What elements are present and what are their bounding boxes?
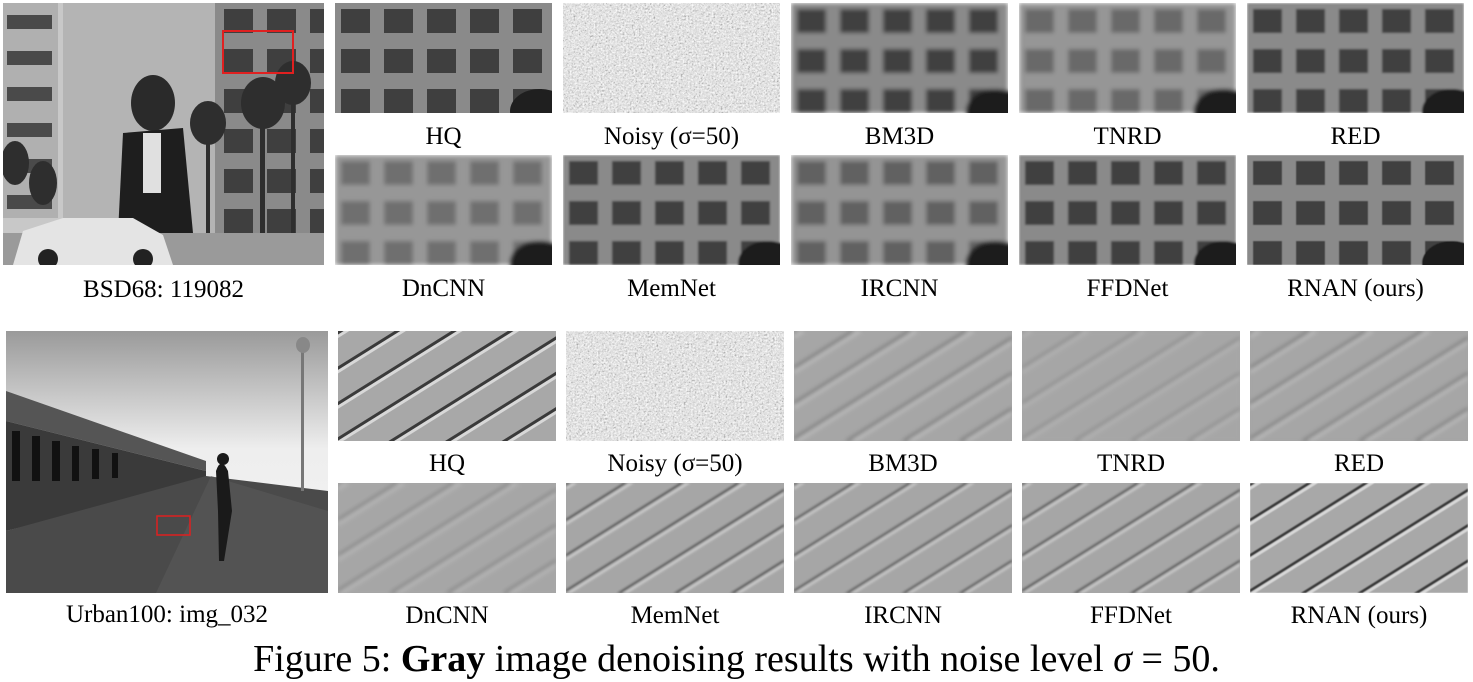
caption-text: image denoising results with noise level <box>494 638 1104 680</box>
panel-label: BM3D <box>864 123 935 150</box>
panel-label: RNAN (ours) <box>1290 602 1428 629</box>
panel-memnet <box>566 483 784 593</box>
panel-red <box>1247 3 1464 113</box>
panel-label: DnCNN <box>405 602 489 629</box>
panel-label: TNRD <box>1096 450 1166 477</box>
caption-prefix: Figure 5: <box>253 638 392 680</box>
panel-hq <box>335 3 552 113</box>
panel-noisy <box>566 331 784 441</box>
panel-label: RNAN (ours) <box>1287 275 1424 302</box>
panel-tnrd <box>1019 3 1236 113</box>
panel-label: Noisy (σ=50) <box>603 123 740 150</box>
panel-label: RED <box>1330 123 1381 150</box>
panel-ffdnet <box>1019 155 1236 265</box>
panel-ircnn <box>794 483 1012 593</box>
caption-bold: Gray <box>400 638 486 680</box>
panel-red <box>1250 331 1468 441</box>
panel-label: RED <box>1334 450 1384 477</box>
panel-hq <box>338 331 556 441</box>
panel-dncnn <box>338 483 556 593</box>
panel-rnan <box>1247 155 1464 265</box>
panel-ffdnet <box>1022 483 1240 593</box>
panel-ircnn <box>791 155 1008 265</box>
panel-bm3d <box>791 3 1008 113</box>
panel-label: HQ <box>425 123 462 150</box>
panel-bm3d <box>794 331 1012 441</box>
source-image-urban100 <box>6 331 328 593</box>
panel-label: HQ <box>428 450 466 477</box>
panel-dncnn <box>335 155 552 265</box>
panel-label: MemNet <box>627 275 716 302</box>
source-label: Urban100: img_032 <box>65 601 269 628</box>
figure-caption: Figure 5: Gray image denoising results w… <box>0 636 1473 682</box>
panel-label: IRCNN <box>860 275 939 302</box>
panel-tnrd <box>1022 331 1240 441</box>
panel-label: BM3D <box>868 450 938 477</box>
panel-label: IRCNN <box>864 602 942 629</box>
panel-label: MemNet <box>630 602 720 629</box>
panel-label: DnCNN <box>401 275 486 302</box>
panel-label: TNRD <box>1093 123 1162 150</box>
panel-memnet <box>563 155 780 265</box>
caption-value: = 50. <box>1141 638 1220 680</box>
caption-symbol: σ <box>1113 638 1132 680</box>
panel-rnan <box>1250 483 1468 593</box>
panel-label: Noisy (σ=50) <box>607 450 743 477</box>
source-image-bsd68 <box>3 3 324 265</box>
source-label: BSD68: 119082 <box>83 276 244 303</box>
panel-label: FFDNet <box>1086 275 1169 302</box>
panel-noisy <box>563 3 780 113</box>
panel-label: FFDNet <box>1090 602 1172 629</box>
